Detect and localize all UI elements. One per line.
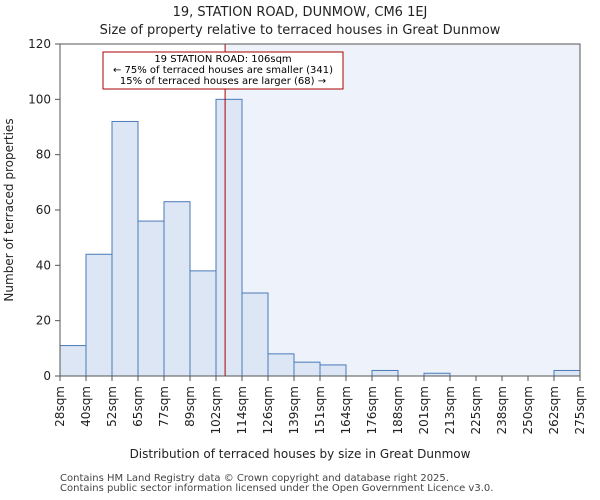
x-tick-label: 77sqm	[157, 386, 171, 427]
annotation-box	[102, 51, 344, 90]
bar-89sqm	[189, 270, 217, 377]
x-tick-label: 176sqm	[365, 386, 379, 434]
bar-262sqm	[553, 369, 581, 377]
x-tick-label: 188sqm	[391, 386, 405, 434]
x-tick-label: 225sqm	[469, 386, 483, 434]
y-tick-label: 60	[36, 203, 51, 217]
x-tick-label: 275sqm	[573, 386, 587, 434]
x-tick-label: 201sqm	[417, 386, 431, 434]
y-tick-label: 80	[36, 148, 51, 162]
y-tick-label: 40	[36, 258, 51, 272]
x-tick-label: 250sqm	[521, 386, 535, 434]
x-tick-label: 238sqm	[495, 386, 509, 434]
bar-151sqm	[319, 364, 347, 377]
y-tick-label: 20	[36, 314, 51, 328]
bar-28sqm	[59, 345, 87, 377]
x-tick-label: 114sqm	[235, 386, 249, 434]
x-tick-label: 65sqm	[131, 386, 145, 427]
bar-176sqm	[371, 369, 399, 377]
bar-126sqm	[267, 353, 295, 377]
annotation-line: 15% of terraced houses are larger (68) →	[120, 76, 326, 87]
y-tick-label: 0	[43, 369, 51, 383]
bar-52sqm	[111, 120, 139, 377]
x-tick-label: 262sqm	[547, 386, 561, 434]
footer-licence: Contains public sector information licen…	[60, 483, 494, 494]
bar-77sqm	[163, 201, 191, 377]
x-tick-label: 126sqm	[261, 386, 275, 434]
y-tick-label: 120	[28, 37, 51, 51]
x-axis-label: Distribution of terraced houses by size …	[130, 447, 471, 461]
bar-40sqm	[85, 253, 113, 377]
x-tick-label: 151sqm	[313, 386, 327, 434]
x-tick-label: 89sqm	[183, 386, 197, 427]
highlight-region	[225, 44, 580, 376]
x-tick-label: 28sqm	[53, 386, 67, 427]
x-tick-label: 213sqm	[443, 386, 457, 434]
bar-65sqm	[137, 220, 165, 377]
annotation-line: ← 75% of terraced houses are smaller (34…	[113, 65, 333, 76]
chart-subtitle: Size of property relative to terraced ho…	[100, 23, 501, 38]
x-tick-label: 102sqm	[209, 386, 223, 434]
bar-139sqm	[293, 361, 321, 377]
x-tick-label: 52sqm	[105, 386, 119, 427]
plot-area: 0 20 40 60 80 100 120 28sqm 40sqm 52sqm 65sqm 77sqm…	[28, 37, 587, 434]
x-tick-label: 164sqm	[339, 386, 353, 434]
annotation-line: 19 STATION ROAD: 106sqm	[154, 54, 291, 65]
bar-102sqm	[215, 98, 243, 377]
x-tick-label: 40sqm	[79, 386, 93, 427]
y-tick-label: 100	[28, 92, 51, 106]
y-axis-label: Number of terraced properties	[2, 118, 16, 301]
x-tick-label: 139sqm	[287, 386, 301, 434]
bar-114sqm	[241, 292, 269, 377]
chart-title: 19, STATION ROAD, DUNMOW, CM6 1EJ	[173, 5, 428, 20]
footer-copyright: Contains HM Land Registry data © Crown c…	[60, 473, 449, 484]
